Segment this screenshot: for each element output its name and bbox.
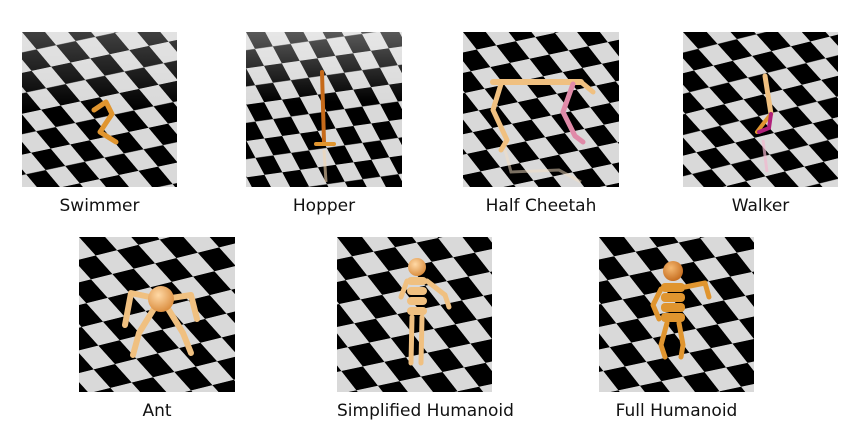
panel-label: Ant [142, 401, 172, 421]
panel-swimmer: Swimmer [22, 32, 177, 232]
simplified-humanoid-render [337, 237, 492, 392]
panel-label: Half Cheetah [485, 196, 597, 216]
panel-full-humanoid: Full Humanoid [599, 237, 754, 427]
panel-label: Full Humanoid [615, 401, 738, 421]
ant-render [79, 237, 235, 392]
panel-label: Simplified Humanoid [337, 401, 514, 421]
walker-render [683, 32, 838, 187]
swimmer-render [22, 32, 177, 187]
half-cheetah-render [463, 32, 619, 187]
panel-label: Swimmer [59, 196, 140, 216]
panel-half-cheetah: Half Cheetah [463, 32, 619, 232]
hopper-render [246, 32, 402, 187]
panel-simplified-humanoid: Simplified Humanoid [337, 237, 514, 427]
panel-label: Walker [731, 196, 790, 216]
panel-hopper: Hopper [246, 32, 402, 232]
panel-ant: Ant [79, 237, 235, 427]
panel-walker: Walker [683, 32, 838, 232]
panel-label: Hopper [292, 196, 356, 216]
full-humanoid-render [599, 237, 754, 392]
